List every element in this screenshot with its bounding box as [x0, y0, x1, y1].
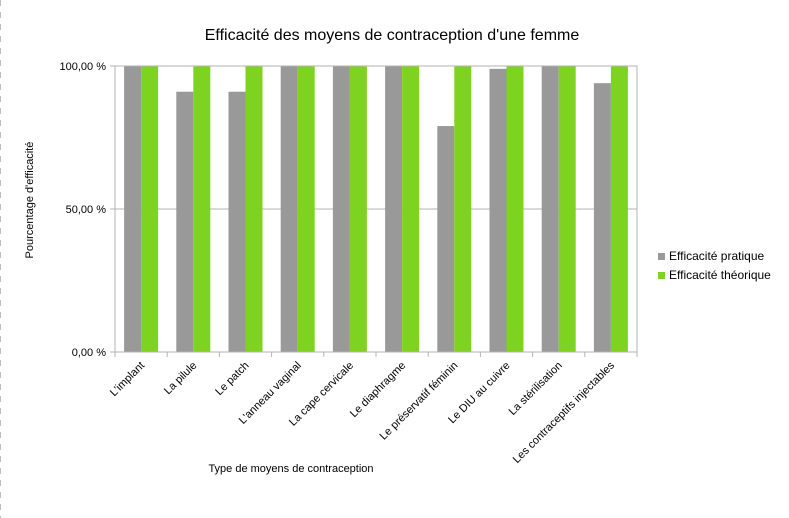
bar-theorique — [610, 66, 628, 352]
bar-theorique — [193, 66, 211, 352]
x-tick-label: Les contraceptifs injectables — [511, 359, 618, 466]
x-axis-label: Type de moyens de contraception — [208, 463, 373, 475]
bar-pratique — [541, 66, 559, 352]
axes — [110, 65, 638, 357]
chart-title: Efficacité des moyens de contraception d… — [205, 27, 580, 44]
x-tick-label: L'implant — [108, 360, 147, 399]
bar-pratique — [593, 83, 611, 352]
x-tick-label: La pilule — [162, 360, 199, 397]
bar-theorique — [245, 66, 263, 352]
bar-pratique — [437, 126, 455, 352]
legend: Efficacité pratique Efficacité théorique — [658, 249, 771, 282]
legend-swatch — [658, 253, 665, 260]
bar-theorique — [141, 66, 159, 352]
x-tick-label: Le diaphragme — [348, 360, 408, 420]
bar-theorique — [454, 66, 472, 352]
bar-pratique — [332, 66, 350, 352]
legend-swatch — [658, 272, 665, 279]
bar-pratique — [280, 66, 298, 352]
x-tick-label: La stérilisation — [507, 360, 565, 418]
x-tick-label: Le patch — [213, 360, 251, 398]
legend-label: Efficacité pratique — [669, 249, 764, 263]
bar-pratique — [228, 91, 246, 353]
bar-theorique — [506, 66, 524, 352]
page-edge-dots — [0, 0, 1, 518]
bar-theorique — [349, 66, 367, 352]
bar-pratique — [385, 66, 403, 352]
bar-pratique — [489, 68, 507, 353]
y-tick-label: 0,00 % — [72, 347, 106, 359]
bar-pratique — [124, 66, 142, 352]
y-axis-label: Pourcentage d'efficacité — [24, 142, 36, 259]
y-tick-labels: 0,00 % 50,00 % 100,00 % — [60, 61, 107, 359]
bar-theorique — [558, 66, 576, 352]
bar-theorique — [402, 66, 420, 352]
bar-pratique — [176, 91, 194, 353]
bars — [124, 66, 628, 353]
bar-theorique — [297, 66, 315, 352]
legend-label: Efficacité théorique — [669, 268, 771, 282]
y-tick-label: 100,00 % — [60, 61, 107, 73]
y-tick-label: 50,00 % — [66, 204, 107, 216]
